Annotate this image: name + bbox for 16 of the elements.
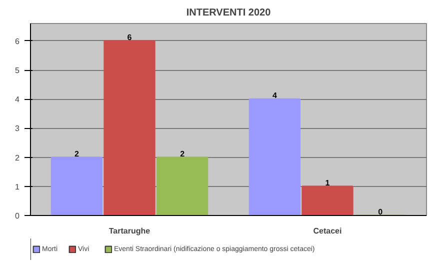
y-tick-label: 1 [15, 182, 20, 192]
y-tick-label: 0 [15, 212, 20, 220]
data-label: 0 [378, 208, 384, 216]
x-tick-label: Cetacei [313, 226, 342, 236]
data-label: 4 [272, 91, 278, 100]
chart-title: INTERVENTI 2020 [186, 8, 272, 18]
data-label: 6 [127, 32, 132, 42]
y-tick-label: 5 [15, 66, 20, 76]
data-label: 1 [325, 178, 330, 188]
y-tick-label: 3 [15, 124, 20, 134]
y-tick-label: 4 [15, 95, 20, 104]
x-tick-label: Tartarughe [108, 226, 151, 236]
y-tick-label: 6 [15, 36, 20, 46]
data-label: 2 [180, 149, 186, 158]
y-tick-label: 2 [15, 153, 20, 162]
data-label: 2 [74, 149, 80, 158]
